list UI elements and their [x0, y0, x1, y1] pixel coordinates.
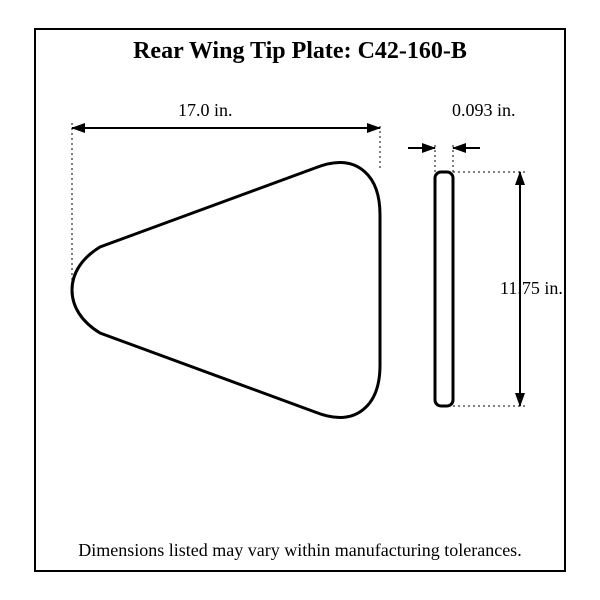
side-view-plate — [435, 172, 453, 406]
plan-view-plate — [72, 162, 380, 417]
dim-label-thickness: 0.093 in. — [452, 100, 516, 121]
dim-label-height: 11.75 in. — [500, 278, 563, 299]
dim-label-width: 17.0 in. — [178, 100, 233, 121]
technical-drawing — [0, 0, 600, 600]
footer-note: Dimensions listed may vary within manufa… — [0, 540, 600, 561]
